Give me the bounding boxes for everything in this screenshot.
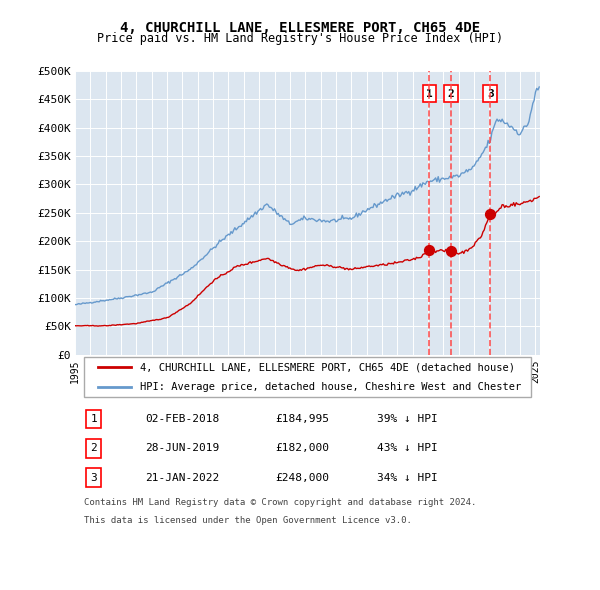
- Text: 1: 1: [90, 414, 97, 424]
- Text: £184,995: £184,995: [275, 414, 329, 424]
- Text: £182,000: £182,000: [275, 444, 329, 454]
- Text: 39% ↓ HPI: 39% ↓ HPI: [377, 414, 438, 424]
- Text: 43% ↓ HPI: 43% ↓ HPI: [377, 444, 438, 454]
- Text: HPI: Average price, detached house, Cheshire West and Chester: HPI: Average price, detached house, Ches…: [140, 382, 521, 392]
- Text: 2: 2: [448, 88, 454, 99]
- Text: £248,000: £248,000: [275, 473, 329, 483]
- Point: [424, 245, 434, 254]
- Text: 28-JUN-2019: 28-JUN-2019: [145, 444, 219, 454]
- Text: 4, CHURCHILL LANE, ELLESMERE PORT, CH65 4DE: 4, CHURCHILL LANE, ELLESMERE PORT, CH65 …: [120, 21, 480, 35]
- Point: [446, 247, 455, 256]
- Text: 02-FEB-2018: 02-FEB-2018: [145, 414, 219, 424]
- Text: Contains HM Land Registry data © Crown copyright and database right 2024.: Contains HM Land Registry data © Crown c…: [84, 498, 476, 507]
- Text: 34% ↓ HPI: 34% ↓ HPI: [377, 473, 438, 483]
- Text: Price paid vs. HM Land Registry's House Price Index (HPI): Price paid vs. HM Land Registry's House …: [97, 32, 503, 45]
- Text: 4, CHURCHILL LANE, ELLESMERE PORT, CH65 4DE (detached house): 4, CHURCHILL LANE, ELLESMERE PORT, CH65 …: [140, 362, 515, 372]
- Text: 2: 2: [90, 444, 97, 454]
- Text: 1: 1: [426, 88, 433, 99]
- Text: 3: 3: [90, 473, 97, 483]
- Text: 3: 3: [487, 88, 494, 99]
- Text: This data is licensed under the Open Government Licence v3.0.: This data is licensed under the Open Gov…: [84, 516, 412, 525]
- Text: 21-JAN-2022: 21-JAN-2022: [145, 473, 219, 483]
- Point: [485, 209, 495, 219]
